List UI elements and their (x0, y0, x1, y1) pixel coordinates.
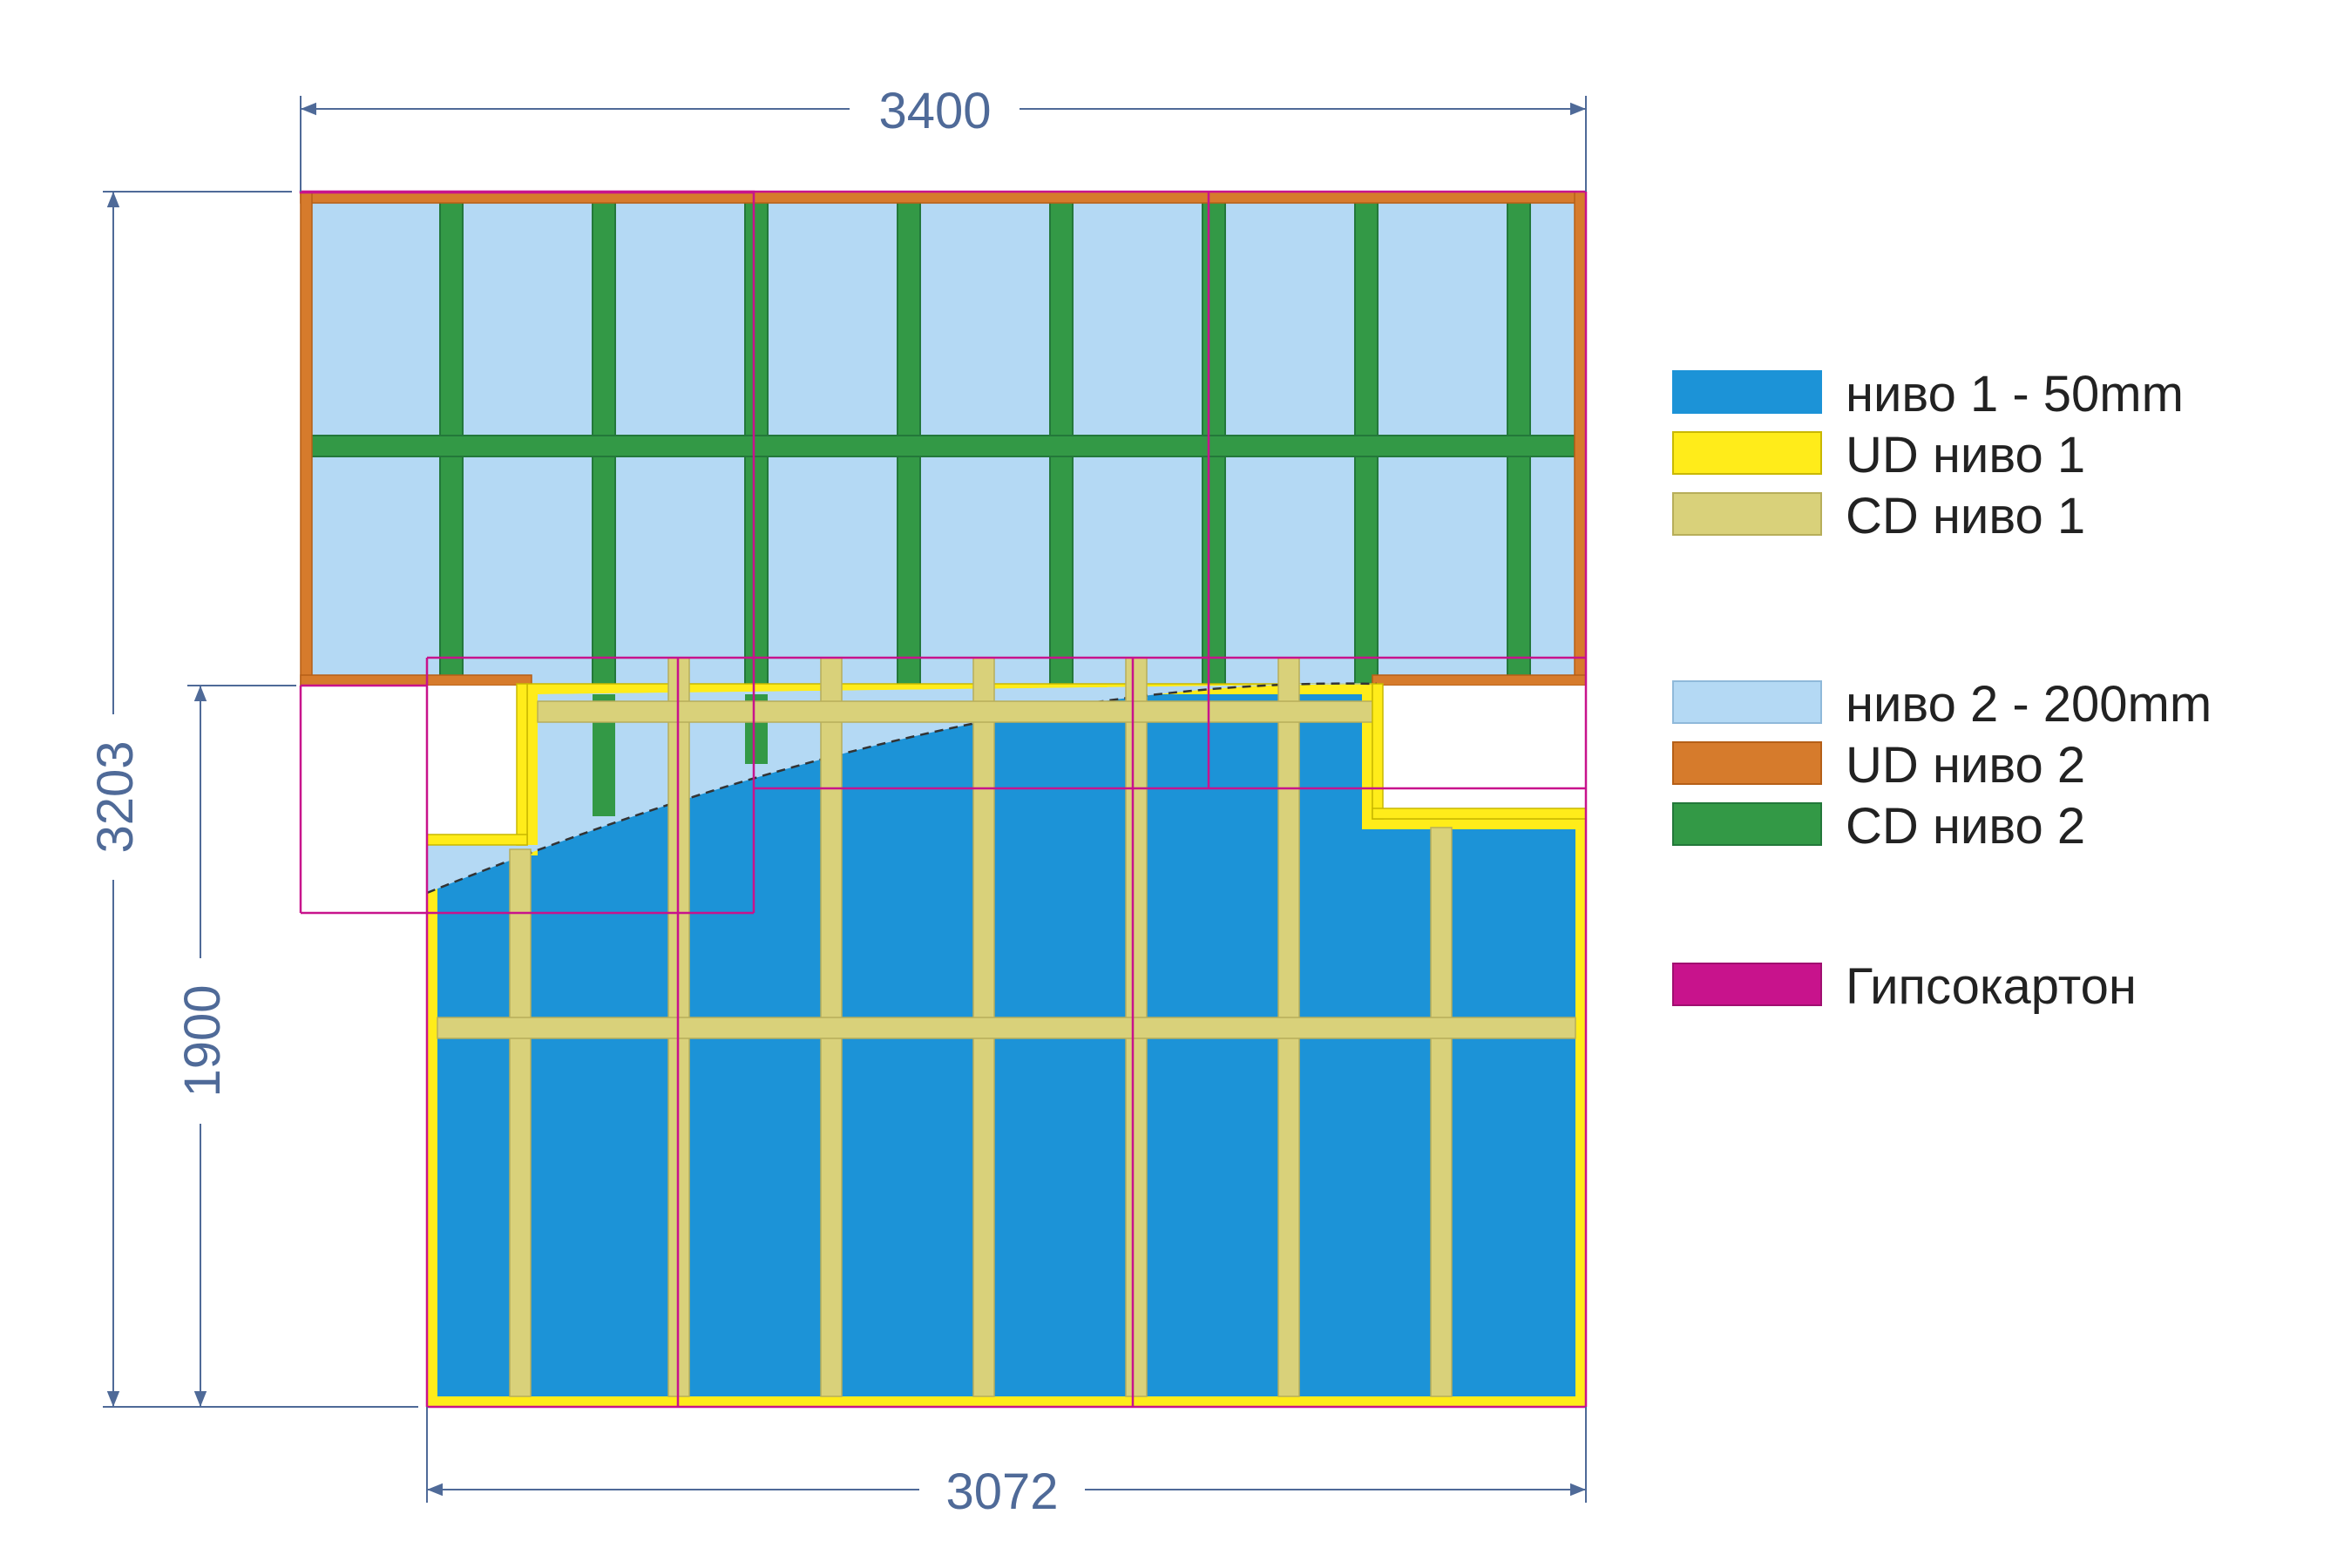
curved-boundary (426, 682, 1378, 895)
legend-swatch (1672, 802, 1822, 846)
legend-swatch (1672, 370, 1822, 414)
ud-level-2-bottom-right (1372, 674, 1587, 686)
ud-level-1-notch-right-horizontal (1372, 808, 1587, 820)
level-2-area (300, 191, 1587, 691)
legend-swatch (1672, 492, 1822, 536)
ud-level-1-notch-left-vertical (516, 683, 528, 846)
dimension-bottom: 3072 (945, 1463, 1058, 1520)
legend-label: CD ниво 2 (1846, 798, 2085, 855)
notch-right (1383, 686, 1586, 808)
dimension-top: 3400 (878, 83, 991, 139)
dimension-lower-height: 1900 (174, 984, 231, 1097)
dimension-lines (103, 96, 1587, 1503)
level-1-area (301, 657, 1587, 1408)
legend-swatch (1672, 680, 1822, 724)
cd-level-1-horizontal (437, 1017, 1576, 1039)
legend-label: UD ниво 2 (1846, 737, 2085, 794)
legend-swatch (1672, 431, 1822, 475)
ud-level-1-notch-edges (426, 683, 1587, 846)
plasterboard-sheets (299, 190, 1588, 1409)
ud-level-1-notch-right-vertical (1372, 683, 1384, 820)
legend-swatch (1672, 741, 1822, 785)
notch-left-inner (427, 686, 517, 845)
dimension-total-height: 3203 (87, 740, 144, 853)
legend-label: Гипсокартон (1846, 958, 2137, 1015)
cd-level-1-vertical (1430, 827, 1453, 1397)
ud-level-2-right (1574, 191, 1587, 689)
ud-level-1-notch-left-horizontal (426, 834, 528, 846)
legend-label: ниво 1 - 50mm (1846, 366, 2184, 422)
ud-level-2-left (300, 191, 313, 689)
legend-label: ниво 2 - 200mm (1846, 676, 2212, 733)
legend-label: CD ниво 1 (1846, 488, 2085, 544)
cd-level-1-horizontal (537, 700, 1373, 723)
cd-level-1-vertical (509, 848, 532, 1397)
cd-level-2-profiles (310, 201, 1575, 691)
legend-swatch (1672, 963, 1822, 1006)
legend-label: UD ниво 1 (1846, 427, 2085, 483)
dimension-labels: 3400 3072 3203 1900 (87, 83, 1059, 1520)
cd-level-2-horizontal (310, 435, 1575, 457)
ud-level-2-bottom-left (300, 674, 532, 686)
